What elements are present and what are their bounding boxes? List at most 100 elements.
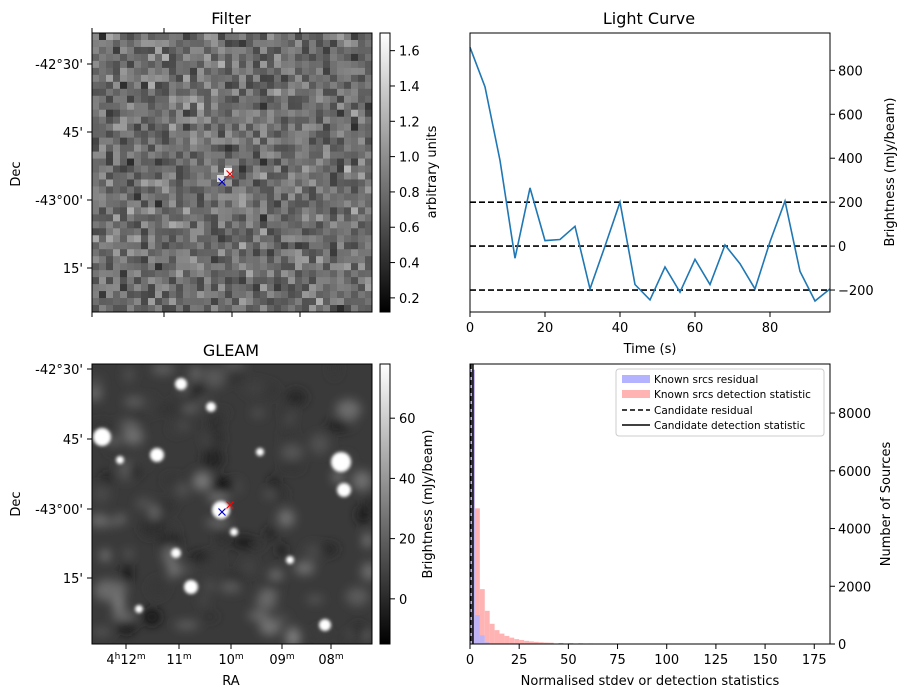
filter-pixel bbox=[225, 235, 233, 243]
filter-pixel bbox=[232, 242, 240, 250]
filter-pixel bbox=[204, 298, 212, 306]
filter-pixel bbox=[113, 88, 121, 97]
filter-pixel bbox=[141, 277, 149, 285]
filter-ytick-label: 45' bbox=[63, 126, 83, 141]
filter-pixel bbox=[274, 102, 282, 111]
filter-pixel bbox=[148, 256, 156, 264]
filter-pixel bbox=[162, 81, 170, 90]
filter-pixel bbox=[281, 158, 289, 167]
filter-pixel bbox=[92, 298, 100, 306]
filter-pixel bbox=[274, 256, 282, 264]
filter-pixel bbox=[176, 102, 184, 111]
filter-pixel bbox=[274, 228, 282, 236]
filter-pixel bbox=[92, 88, 100, 97]
filter-pixel bbox=[134, 291, 142, 299]
filter-pixel bbox=[120, 270, 128, 278]
filter-pixel bbox=[134, 81, 142, 90]
filter-pixel bbox=[225, 305, 233, 312]
filter-pixel bbox=[99, 277, 107, 285]
filter-pixel bbox=[127, 235, 135, 243]
filter-pixel bbox=[295, 193, 303, 201]
filter-pixel bbox=[295, 221, 303, 229]
filter-pixel bbox=[211, 53, 219, 62]
filter-pixel bbox=[176, 270, 184, 278]
filter-pixel bbox=[197, 305, 205, 312]
filter-pixel bbox=[92, 179, 100, 188]
filter-pixel bbox=[113, 242, 121, 250]
filter-pixel bbox=[281, 53, 289, 62]
filter-pixel bbox=[365, 172, 372, 181]
filter-pixel bbox=[183, 249, 191, 257]
filter-pixel bbox=[323, 172, 331, 181]
filter-pixel bbox=[92, 46, 100, 55]
filter-cbtick-label: 1.2 bbox=[399, 115, 420, 130]
filter-pixel bbox=[302, 116, 310, 125]
filter-pixel bbox=[309, 207, 317, 215]
filter-pixel bbox=[295, 179, 303, 188]
gleam-diffuse-blob bbox=[193, 472, 212, 491]
filter-pixel bbox=[246, 200, 254, 208]
filter-pixel bbox=[253, 221, 261, 229]
filter-pixel bbox=[176, 158, 184, 167]
filter-pixel bbox=[155, 200, 163, 208]
filter-pixel bbox=[204, 179, 212, 188]
filter-pixel bbox=[211, 102, 219, 111]
filter-pixel bbox=[120, 67, 128, 76]
filter-pixel bbox=[211, 74, 219, 83]
filter-pixel bbox=[155, 207, 163, 215]
filter-pixel bbox=[267, 109, 275, 118]
filter-pixel bbox=[330, 249, 338, 257]
filter-pixel bbox=[281, 200, 289, 208]
filter-pixel bbox=[267, 144, 275, 153]
filter-pixel bbox=[316, 123, 324, 132]
filter-pixel bbox=[337, 60, 345, 69]
filter-pixel bbox=[351, 172, 359, 181]
filter-pixel bbox=[246, 137, 254, 146]
candidate-marker-blue bbox=[218, 178, 226, 186]
filter-pixel bbox=[351, 228, 359, 236]
filter-pixel bbox=[113, 284, 121, 292]
filter-pixel bbox=[260, 46, 268, 55]
filter-pixel bbox=[267, 193, 275, 201]
filter-pixel bbox=[267, 60, 275, 69]
filter-pixel bbox=[127, 67, 135, 76]
filter-pixel bbox=[281, 305, 289, 312]
histogram-xlabel: Normalised stdev or detection statistics bbox=[521, 674, 780, 689]
filter-pixel bbox=[176, 130, 184, 139]
filter-pixel bbox=[99, 165, 107, 174]
gleam-diffuse-blob bbox=[182, 405, 200, 412]
filter-pixel bbox=[113, 207, 121, 215]
filter-pixel bbox=[113, 165, 121, 174]
filter-pixel bbox=[106, 277, 114, 285]
filter-pixel bbox=[260, 39, 268, 48]
filter-pixel bbox=[309, 242, 317, 250]
filter-pixel bbox=[288, 46, 296, 55]
filter-pixel bbox=[309, 53, 317, 62]
filter-pixel bbox=[211, 67, 219, 76]
filter-pixel bbox=[288, 74, 296, 83]
filter-pixel bbox=[337, 263, 345, 271]
filter-pixel bbox=[218, 235, 226, 243]
filter-pixel bbox=[358, 193, 366, 201]
filter-pixel bbox=[246, 53, 254, 62]
filter-pixel bbox=[218, 186, 226, 195]
filter-pixel bbox=[211, 242, 219, 250]
histogram-frame bbox=[469, 363, 831, 645]
filter-pixel bbox=[162, 235, 170, 243]
filter-pixel bbox=[190, 207, 198, 215]
filter-pixel bbox=[183, 256, 191, 264]
filter-pixel bbox=[190, 109, 198, 118]
gleam-diffuse-blob bbox=[352, 622, 365, 642]
filter-pixel bbox=[232, 305, 240, 312]
gleam-sources bbox=[93, 378, 351, 631]
filter-pixel bbox=[288, 39, 296, 48]
filter-pixel bbox=[134, 207, 142, 215]
filter-pixel bbox=[225, 88, 233, 97]
filter-pixel bbox=[281, 256, 289, 264]
filter-pixel bbox=[162, 228, 170, 236]
filter-pixel bbox=[99, 81, 107, 90]
filter-pixel bbox=[113, 130, 121, 139]
filter-pixel bbox=[155, 116, 163, 125]
residual-bar bbox=[484, 642, 490, 644]
filter-pixel bbox=[246, 88, 254, 97]
